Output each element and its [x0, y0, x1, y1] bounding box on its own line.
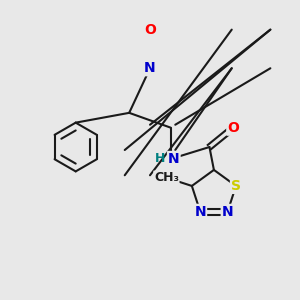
Text: H: H	[155, 152, 166, 165]
Text: N: N	[222, 205, 233, 219]
Text: N: N	[144, 61, 156, 75]
Text: CH₃: CH₃	[154, 171, 179, 184]
Text: S: S	[231, 179, 241, 193]
Text: N: N	[168, 152, 180, 166]
Text: O: O	[227, 121, 239, 135]
Text: O: O	[144, 22, 156, 37]
Text: N: N	[194, 205, 206, 219]
